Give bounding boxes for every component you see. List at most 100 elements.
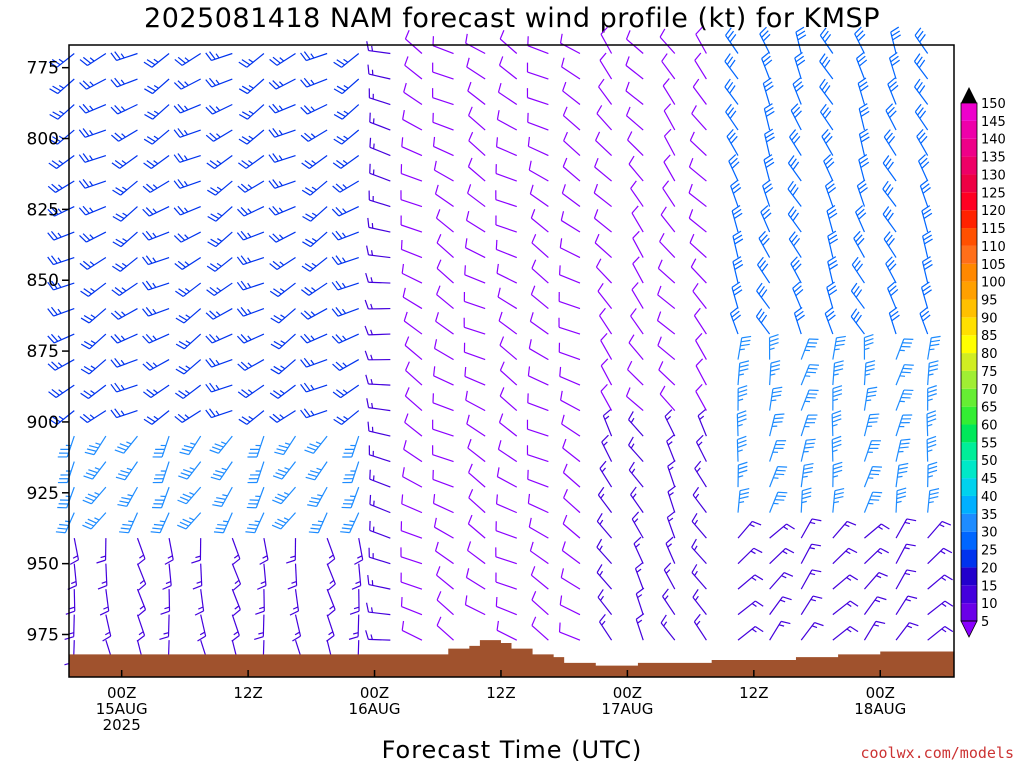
wind-barb bbox=[367, 217, 391, 233]
wind-barb bbox=[164, 538, 174, 565]
wind-barb bbox=[498, 413, 518, 437]
y-tick-label: 850 bbox=[27, 271, 59, 291]
wind-barb bbox=[302, 206, 328, 222]
wind-barb bbox=[598, 78, 613, 105]
wind-barb bbox=[758, 230, 771, 258]
wind-barb bbox=[175, 384, 202, 399]
credit-link[interactable]: coolwx.com/models bbox=[860, 744, 1014, 762]
wind-barb bbox=[495, 494, 518, 514]
wind-barb bbox=[769, 572, 794, 590]
wind-barb bbox=[365, 630, 391, 641]
wind-barb bbox=[530, 209, 549, 233]
wind-barb bbox=[558, 622, 581, 641]
wind-barb bbox=[332, 155, 360, 169]
colorbar-segment bbox=[961, 281, 977, 300]
wind-barb bbox=[561, 57, 581, 80]
wind-barb bbox=[179, 435, 202, 456]
wind-barb bbox=[895, 414, 913, 437]
wind-barb bbox=[558, 291, 581, 310]
wind-barb bbox=[464, 238, 486, 259]
colorbar-label: 85 bbox=[981, 329, 998, 344]
wind-barb bbox=[563, 131, 581, 156]
wind-barb bbox=[787, 155, 802, 182]
wind-barb bbox=[432, 136, 454, 157]
wind-barb bbox=[301, 257, 328, 272]
wind-barb bbox=[349, 589, 360, 615]
wind-barb bbox=[630, 180, 644, 207]
wind-barb bbox=[404, 387, 423, 412]
wind-barb bbox=[800, 389, 819, 411]
colorbar-segment bbox=[961, 192, 977, 211]
wind-barb bbox=[80, 384, 107, 400]
wind-barb bbox=[142, 230, 170, 241]
wind-barb bbox=[83, 461, 107, 480]
colorbar-label: 25 bbox=[981, 544, 998, 559]
colorbar-label: 50 bbox=[981, 454, 998, 469]
wind-barb bbox=[529, 184, 549, 208]
wind-barb bbox=[268, 128, 296, 138]
wind-barb bbox=[527, 366, 549, 386]
colorbar-label: 150 bbox=[981, 97, 1006, 112]
wind-barb bbox=[688, 183, 707, 208]
wind-barb bbox=[530, 566, 549, 590]
wind-barb bbox=[895, 543, 916, 564]
wind-barb bbox=[245, 512, 265, 534]
colorbar-label: 125 bbox=[981, 186, 1006, 201]
wind-barb bbox=[691, 512, 707, 539]
wind-barb bbox=[666, 434, 676, 462]
wind-barb bbox=[207, 231, 233, 248]
wind-barb bbox=[69, 538, 80, 565]
wind-barb bbox=[369, 520, 391, 539]
wind-barb bbox=[913, 53, 929, 80]
colorbar-segment bbox=[961, 513, 977, 532]
wind-barb bbox=[863, 491, 883, 513]
wind-barb bbox=[142, 255, 170, 266]
wind-barb bbox=[632, 256, 644, 284]
wind-barb bbox=[821, 128, 834, 156]
wind-barb bbox=[895, 595, 918, 615]
wind-barb bbox=[927, 625, 954, 641]
wind-barb bbox=[333, 78, 360, 95]
wind-barb bbox=[269, 410, 296, 423]
wind-barb bbox=[914, 103, 929, 131]
wind-barb bbox=[401, 263, 423, 284]
wind-barb bbox=[737, 461, 748, 488]
wind-barb bbox=[80, 333, 107, 350]
wind-barb bbox=[237, 384, 265, 399]
colorbar-segment bbox=[961, 603, 977, 621]
wind-barb bbox=[850, 282, 865, 309]
wind-barb bbox=[274, 435, 297, 456]
wind-barb bbox=[197, 614, 207, 642]
wind-barb bbox=[332, 384, 360, 399]
wind-barb bbox=[400, 597, 423, 616]
wind-barb bbox=[342, 461, 360, 484]
wind-barb bbox=[927, 600, 954, 616]
wind-barb bbox=[856, 179, 868, 207]
wind-barb bbox=[499, 361, 518, 386]
wind-barb bbox=[737, 360, 750, 386]
wind-barb bbox=[736, 435, 747, 462]
wind-barb bbox=[697, 409, 707, 437]
colorbar-label: 30 bbox=[981, 526, 998, 541]
chart-title: 2025081418 NAM forecast wind profile (kt… bbox=[144, 3, 880, 34]
wind-barb bbox=[631, 511, 644, 539]
wind-barb bbox=[468, 106, 486, 131]
wind-barb bbox=[854, 26, 866, 54]
wind-barb bbox=[432, 36, 454, 55]
colorbar-segment bbox=[961, 388, 977, 407]
wind-barb bbox=[601, 434, 613, 462]
colorbar-segment bbox=[961, 353, 977, 371]
wind-barb bbox=[914, 27, 929, 54]
wind-barb bbox=[348, 614, 360, 640]
y-tick-label: 900 bbox=[27, 413, 59, 433]
wind-barb bbox=[110, 129, 138, 142]
wind-barb bbox=[888, 51, 900, 80]
wind-barb bbox=[737, 600, 764, 616]
wind-barb bbox=[832, 547, 858, 565]
wind-barb bbox=[759, 26, 771, 54]
wind-barb bbox=[895, 462, 909, 488]
wind-barb bbox=[351, 563, 362, 590]
wind-barb bbox=[560, 211, 581, 233]
wind-barb bbox=[436, 591, 454, 616]
wind-barb bbox=[853, 230, 865, 258]
